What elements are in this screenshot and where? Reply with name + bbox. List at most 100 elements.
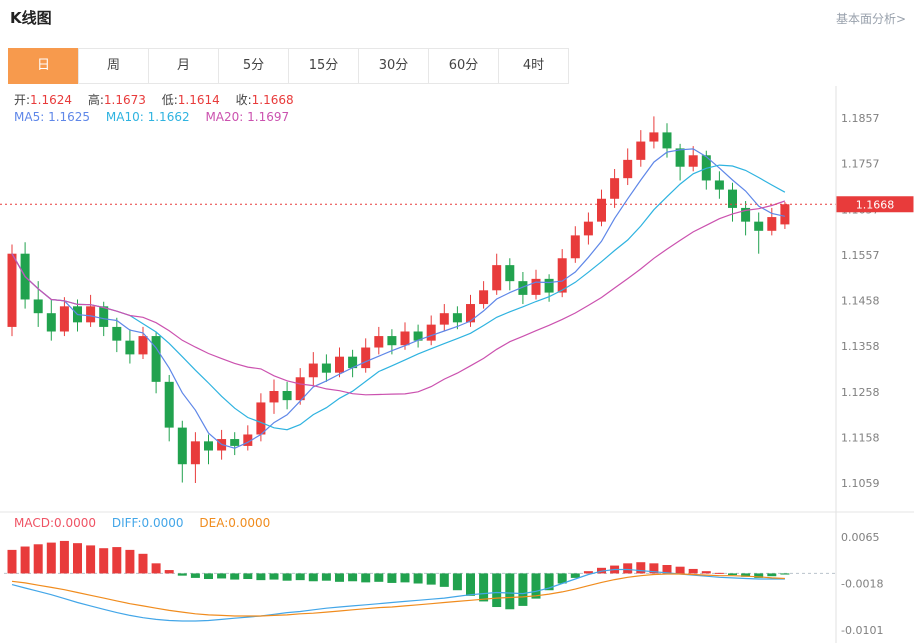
ma20-value: 1.1697 xyxy=(247,110,290,124)
macd-bar xyxy=(767,573,777,577)
candle-body xyxy=(688,155,698,167)
ma10-value: 1.1662 xyxy=(147,110,190,124)
candle-body xyxy=(714,180,724,190)
macd-bar xyxy=(361,573,371,583)
macd-bar xyxy=(623,563,633,574)
macd-bar xyxy=(570,573,580,578)
candle-body xyxy=(125,340,135,355)
candle-body xyxy=(321,363,331,373)
macd-bar xyxy=(204,573,213,580)
price-axis-label: 1.1857 xyxy=(841,112,880,125)
candle-body xyxy=(387,336,397,346)
current-price-marker: 1.1668 xyxy=(836,196,914,213)
macd-bar xyxy=(190,573,200,578)
candle-body xyxy=(597,198,606,222)
macd-axis-label: -0.0101 xyxy=(841,624,883,637)
candle-body xyxy=(570,235,580,259)
close-value: 1.1668 xyxy=(251,93,294,107)
macd-bar xyxy=(217,573,227,579)
candle-body xyxy=(46,313,56,332)
macd-legend: MACD:0.0000 DIFF:0.0000 DEA:0.0000 xyxy=(14,516,282,530)
candle-body xyxy=(282,390,292,401)
macd-bar xyxy=(282,573,292,581)
candle-body xyxy=(466,304,475,323)
macd-bar xyxy=(33,544,43,574)
fundamental-analysis-link[interactable]: 基本面分析> xyxy=(835,12,906,26)
diff-line xyxy=(11,568,785,622)
ma20-line xyxy=(11,200,786,396)
macd-bar xyxy=(374,573,384,582)
macd-bar xyxy=(714,572,724,574)
page-title: K线图 xyxy=(10,9,52,27)
macd-bar xyxy=(518,573,528,606)
candle-body xyxy=(112,326,122,341)
tab-60分[interactable]: 60分 xyxy=(428,48,499,84)
kline-chart-canvas[interactable]: 1.18571.17571.16571.15571.14581.13581.12… xyxy=(0,86,914,643)
candle-body xyxy=(649,132,659,142)
candle-body xyxy=(583,221,593,236)
candle-body xyxy=(426,324,436,341)
candle-body xyxy=(138,336,148,355)
candle-body xyxy=(335,356,344,373)
candle-body xyxy=(767,217,777,231)
tab-30分[interactable]: 30分 xyxy=(358,48,429,84)
candle-body xyxy=(59,306,69,332)
ma20-label: MA20: xyxy=(205,110,244,124)
open-label: 开: xyxy=(14,93,31,107)
price-axis-label: 1.1757 xyxy=(841,158,880,171)
tab-日[interactable]: 日 xyxy=(8,48,79,84)
high-label: 高: xyxy=(87,93,104,107)
candle-body xyxy=(452,313,462,323)
dea-label: DEA: xyxy=(199,516,229,530)
candle-body xyxy=(754,221,764,231)
candle-body xyxy=(348,356,358,369)
candle-body xyxy=(780,204,790,225)
tab-5分[interactable]: 5分 xyxy=(218,48,289,84)
ma-legend: MA5: 1.1625 MA10: 1.1662 MA20: 1.1697 xyxy=(14,110,301,124)
diff-label: DIFF: xyxy=(111,516,142,530)
candle-body xyxy=(518,281,528,295)
dea-line xyxy=(11,573,785,617)
macd-bar xyxy=(295,573,305,581)
candle-body xyxy=(361,347,371,369)
macd-bar xyxy=(256,573,266,581)
macd-bar xyxy=(269,573,279,580)
macd-label: MACD: xyxy=(14,516,55,530)
macd-bar xyxy=(243,573,253,580)
macd-bar xyxy=(479,573,489,602)
macd-bar xyxy=(675,566,685,574)
diff-value: 0.0000 xyxy=(141,516,184,530)
candle-body xyxy=(492,265,502,291)
candle-body xyxy=(374,336,384,348)
candle-body xyxy=(636,141,646,160)
tab-15分[interactable]: 15分 xyxy=(288,48,359,84)
candle-body xyxy=(151,336,161,382)
candle-body xyxy=(741,207,751,222)
macd-bar xyxy=(20,546,30,574)
chart-area: 开:1.1624 高:1.1673 低:1.1614 收:1.1668 MA5:… xyxy=(0,86,914,643)
tab-周[interactable]: 周 xyxy=(78,48,149,84)
timeframe-tabs: 日周月 5分 15分 30分 60分 4时 xyxy=(8,48,569,84)
open-value: 1.1624 xyxy=(30,93,73,107)
macd-bar xyxy=(662,565,672,574)
candle-body xyxy=(610,178,620,199)
candle-body xyxy=(230,439,240,446)
candle-body xyxy=(177,427,187,465)
ma5-label: MA5: xyxy=(14,110,45,124)
tab-4时[interactable]: 4时 xyxy=(498,48,569,84)
candle-body xyxy=(662,132,672,149)
macd-bar xyxy=(164,570,174,574)
candle-body xyxy=(295,377,305,401)
macd-bar xyxy=(557,573,567,584)
macd-bar xyxy=(400,573,410,583)
macd-bar xyxy=(321,573,331,581)
tab-月[interactable]: 月 xyxy=(148,48,219,84)
macd-bar xyxy=(741,573,751,577)
candle-body xyxy=(505,265,515,282)
candle-body xyxy=(190,441,200,465)
macd-bar xyxy=(125,549,135,574)
candle-body xyxy=(204,441,213,451)
candle-body xyxy=(164,381,174,428)
candle-body xyxy=(479,290,489,305)
macd-bar xyxy=(230,573,240,580)
